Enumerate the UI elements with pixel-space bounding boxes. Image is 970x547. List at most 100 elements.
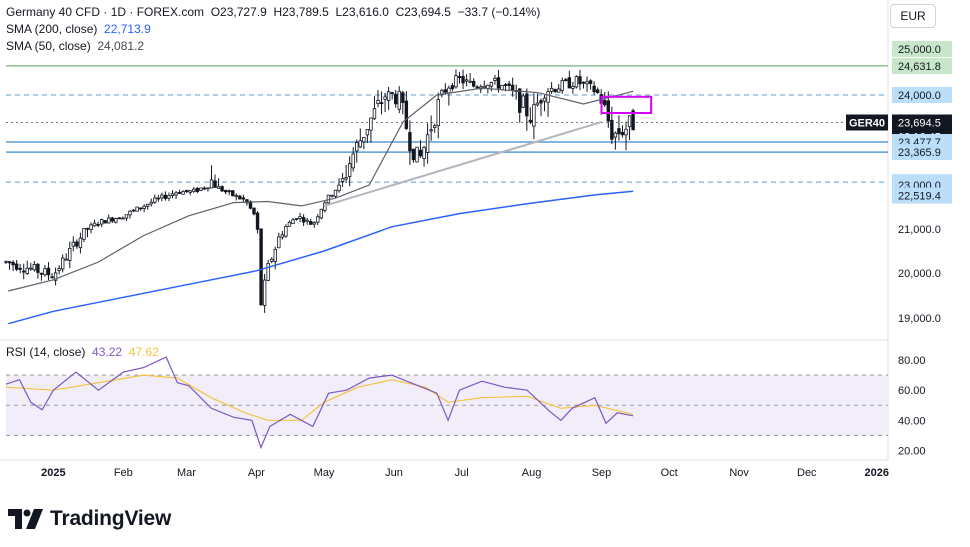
candle-body: [376, 100, 380, 104]
candle-body: [92, 222, 97, 227]
candle-body: [184, 189, 189, 192]
sma50-row[interactable]: SMA (50, close) 24,081.2: [6, 38, 540, 55]
ohlc-row: Germany 40 CFD · 1D · FOREX.com O23,727.…: [6, 4, 540, 21]
candle-body: [369, 117, 373, 131]
candle-body: [606, 100, 610, 122]
candle-body: [252, 207, 256, 215]
candle-body: [503, 84, 508, 86]
candle-body: [319, 208, 324, 219]
candle-body: [259, 228, 263, 306]
currency-button[interactable]: EUR: [890, 4, 936, 28]
candle-body: [71, 241, 76, 247]
tradingview-logo-icon: [8, 509, 43, 529]
candle-body: [99, 219, 104, 225]
candle-body: [50, 276, 54, 279]
candle-body: [443, 89, 448, 93]
price-tag-last: [892, 114, 952, 131]
time-axis-label: Dec: [797, 467, 817, 479]
trend-line: [323, 121, 602, 207]
candle-body: [581, 81, 586, 84]
candle-body: [468, 80, 472, 83]
candle-body: [432, 125, 437, 128]
sma50-line: [8, 87, 634, 292]
candle-body: [266, 262, 270, 281]
price-axis-label: 21,000.0: [898, 224, 941, 236]
tradingview-logo[interactable]: TradingView: [8, 504, 171, 534]
candle-body: [14, 263, 19, 270]
candle-body: [181, 191, 185, 195]
candle-body: [578, 76, 582, 85]
candle-body: [553, 89, 557, 93]
candle-body: [7, 261, 12, 264]
candle-body: [489, 81, 494, 87]
candle-body: [209, 179, 214, 189]
candle-body: [574, 76, 579, 88]
candle-body: [294, 217, 299, 220]
candle-body: [351, 153, 355, 169]
candle-body: [192, 188, 196, 192]
rsi-label: RSI (14, close): [6, 345, 86, 359]
candle-body: [521, 95, 525, 108]
candle-body: [493, 77, 497, 81]
candle-body: [308, 221, 313, 225]
candle-body: [450, 85, 455, 90]
candle-body: [344, 177, 348, 180]
candle-body: [475, 86, 479, 89]
candle-body: [213, 180, 217, 188]
candle-body: [39, 272, 44, 275]
candle-body: [592, 85, 596, 93]
candle-body: [32, 264, 37, 271]
candle-body: [567, 77, 572, 89]
candle-body: [146, 203, 150, 207]
candle-body: [496, 77, 501, 89]
time-axis-label: Oct: [661, 467, 678, 479]
candle-body: [358, 140, 362, 148]
candle-body: [195, 187, 200, 192]
candle-body: [199, 187, 203, 191]
rsi-legend[interactable]: RSI (14, close) 43.22 47.62: [6, 345, 159, 359]
price-axis-label: 24,631.8: [898, 61, 941, 73]
candle-body: [447, 87, 451, 94]
candle-body: [163, 194, 168, 199]
price-axis-label: 20,000.0: [898, 268, 941, 280]
candle-body: [425, 134, 430, 153]
candle-body: [188, 190, 192, 193]
candle-body: [507, 83, 511, 86]
candle-body: [454, 75, 458, 88]
candle-body: [362, 136, 366, 143]
candle-body: [461, 75, 465, 84]
candle-body: [571, 86, 575, 89]
candle-body: [386, 91, 391, 101]
candle-body: [482, 85, 486, 89]
candle-body: [25, 267, 29, 274]
symbol-badge: [846, 114, 888, 131]
candle-body: [167, 195, 171, 199]
candle-body: [284, 226, 288, 237]
candle-body: [457, 76, 462, 78]
candle-body: [117, 217, 122, 220]
sma200-row[interactable]: SMA (200, close) 22,713.9: [6, 21, 540, 38]
candle-body: [610, 119, 614, 140]
candle-body: [585, 81, 589, 85]
candle-body: [121, 217, 125, 220]
candle-body: [103, 220, 107, 224]
candle-body: [4, 260, 8, 263]
sma50-label: SMA (50, close): [6, 39, 91, 53]
price-axis-label: 23,365.9: [898, 147, 941, 159]
candle-body: [53, 272, 58, 281]
candle-body: [355, 142, 359, 152]
candle-body: [613, 132, 618, 138]
time-axis-label: Feb: [114, 467, 133, 479]
candle-body: [397, 90, 401, 110]
price-axis-label: 24,000.0: [898, 90, 941, 102]
candle-body: [305, 219, 309, 222]
candle-body: [518, 88, 522, 113]
price-chart[interactable]: 25,000.024,631.824,000.0GER4023,694.512:…: [0, 0, 970, 490]
candle-body: [330, 194, 334, 197]
symbol-title[interactable]: Germany 40 CFD · 1D · FOREX.com: [6, 5, 205, 19]
rsi-value: 43.22: [92, 345, 123, 359]
price-axis-label: 19,000.0: [898, 313, 941, 325]
candle-body: [429, 129, 433, 132]
candle-body: [337, 184, 341, 192]
time-axis-label: 2025: [41, 467, 65, 479]
